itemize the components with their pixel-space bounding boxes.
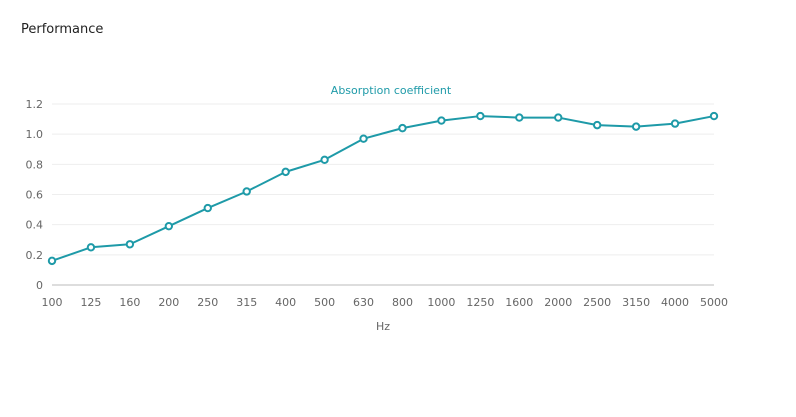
data-point-800[interactable] — [398, 123, 407, 133]
data-point-5000[interactable] — [709, 111, 719, 121]
y-axis-ticks: 0 0.2 0.4 0.6 0.8 1.0 1.2 — [26, 98, 44, 292]
data-point-1600[interactable] — [515, 113, 524, 122]
y-tick-label: 0.8 — [26, 158, 44, 171]
data-point-630[interactable] — [359, 134, 368, 143]
x-tick-label: 1250 — [466, 296, 494, 309]
data-point-315[interactable] — [242, 187, 251, 196]
data-point-4000[interactable] — [670, 119, 680, 128]
x-tick-label: 125 — [80, 296, 101, 309]
y-tick-label: 1.0 — [26, 128, 44, 141]
y-tick-label: 0.4 — [26, 219, 44, 232]
data-point-160[interactable] — [125, 240, 135, 249]
data-point-2000[interactable] — [554, 113, 563, 122]
x-tick-label: 630 — [353, 296, 374, 309]
data-point-100[interactable] — [47, 256, 57, 266]
data-point-125[interactable] — [86, 243, 96, 252]
x-tick-label: 100 — [42, 296, 63, 309]
data-point-400[interactable] — [281, 167, 290, 177]
x-tick-label: 315 — [236, 296, 257, 309]
data-point-3150[interactable] — [631, 122, 641, 131]
y-tick-label: 1.2 — [26, 98, 44, 111]
data-point-1000[interactable] — [437, 116, 446, 125]
series-line — [51, 115, 715, 262]
x-tick-label: 5000 — [700, 296, 728, 309]
y-tick-label: 0 — [36, 279, 43, 292]
series-absorption-coefficient — [47, 111, 719, 266]
data-point-2500[interactable] — [592, 120, 602, 130]
data-point-1250[interactable] — [476, 111, 485, 121]
data-point-500[interactable] — [320, 155, 329, 165]
x-axis-ticks: 100 125 160 200 250 315 400 500 630 800 1000 1250 16… — [42, 296, 729, 309]
data-point-250[interactable] — [203, 203, 212, 213]
x-tick-label: 2500 — [583, 296, 611, 309]
legend-absorption-coefficient[interactable]: Absorption coefficient — [331, 84, 452, 97]
x-tick-label: 400 — [275, 296, 296, 309]
x-tick-label: 2000 — [544, 296, 572, 309]
x-tick-label: 3150 — [622, 296, 650, 309]
x-tick-label: 200 — [158, 296, 179, 309]
x-tick-label: 4000 — [661, 296, 689, 309]
x-tick-label: 1600 — [505, 296, 533, 309]
x-tick-label: 160 — [119, 296, 140, 309]
x-tick-label: 1000 — [427, 296, 455, 309]
x-tick-label: 800 — [392, 296, 413, 309]
x-tick-label: 250 — [197, 296, 218, 309]
y-tick-label: 0.2 — [26, 249, 44, 262]
section-title: Performance — [21, 22, 104, 37]
y-tick-label: 0.6 — [26, 189, 44, 202]
x-axis-title: Hz — [376, 320, 390, 333]
data-point-200[interactable] — [164, 221, 174, 231]
x-tick-label: 500 — [314, 296, 335, 309]
